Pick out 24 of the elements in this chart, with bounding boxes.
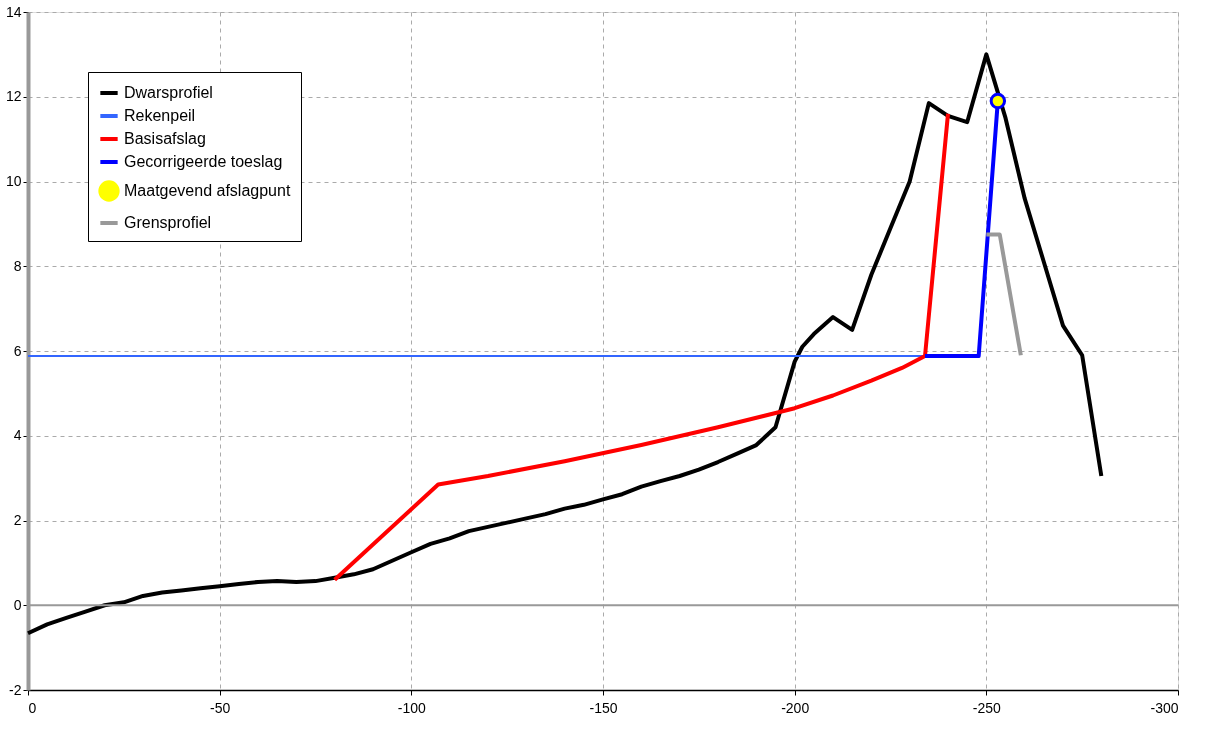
y-tick-label: 8 xyxy=(13,257,22,274)
y-tick-label: 4 xyxy=(13,427,22,444)
x-tick-label: -100 xyxy=(397,699,427,716)
legend-label: Maatgevend afslagpunt xyxy=(124,182,291,199)
legend-label: Gecorrigeerde toeslag xyxy=(124,153,283,170)
x-tick-label: -200 xyxy=(781,699,810,716)
legend-label: Rekenpeil xyxy=(124,107,196,124)
y-tick-label: 12 xyxy=(5,88,22,105)
y-tick-label: 0 xyxy=(13,596,22,613)
legend-label: Dwarsprofiel xyxy=(124,84,213,101)
x-tick-label: -50 xyxy=(210,699,231,716)
y-tick-label: 10 xyxy=(5,173,22,189)
y-tick-label: -2 xyxy=(9,681,22,698)
legend-label: Basisafslag xyxy=(124,130,206,147)
x-tick-label: 0 xyxy=(28,699,37,716)
x-tick-label: -300 xyxy=(1150,699,1179,716)
y-tick-label: 2 xyxy=(13,512,22,528)
legend-label: Grensprofiel xyxy=(124,214,212,231)
y-tick-label: 14 xyxy=(5,3,22,20)
x-tick-label: -150 xyxy=(589,699,618,716)
x-tick-label: -250 xyxy=(972,699,1002,716)
line-series xyxy=(26,52,1104,636)
line-series xyxy=(332,111,950,582)
y-tick-label: 6 xyxy=(13,342,22,359)
